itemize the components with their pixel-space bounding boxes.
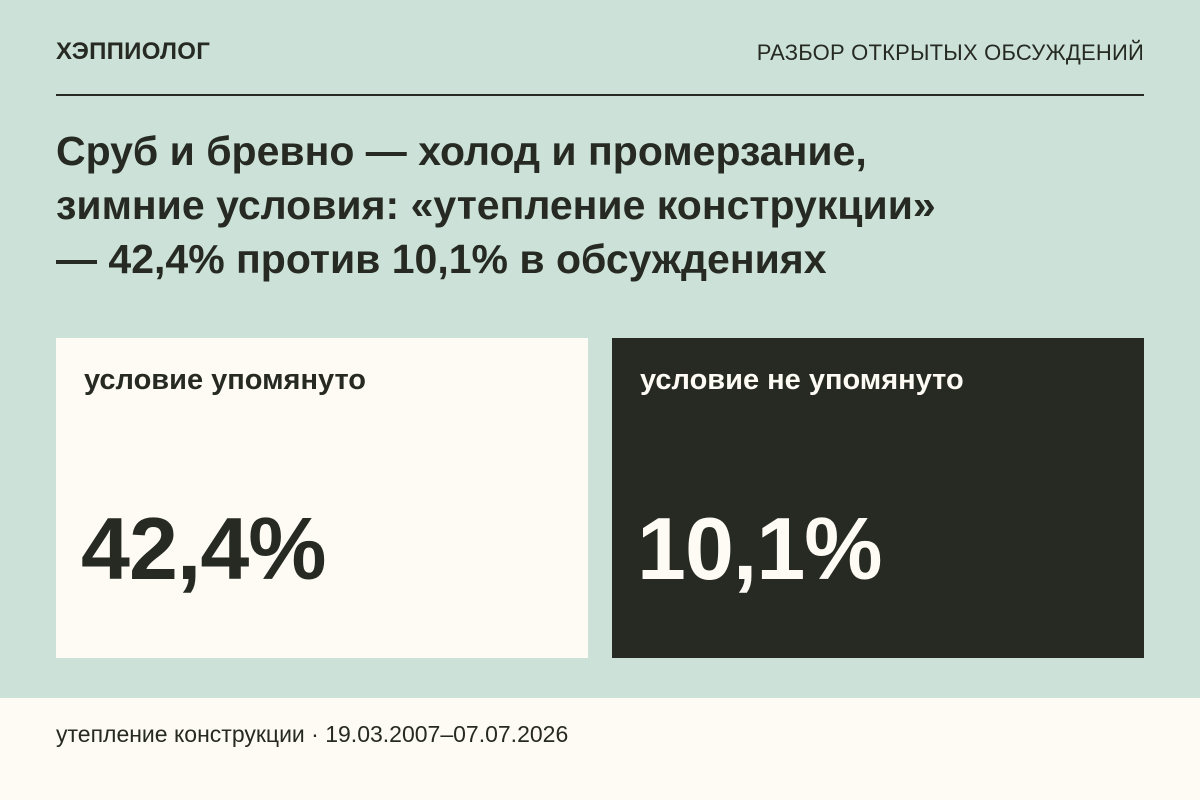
headline: Сруб и бревно — холод и промерзание, зим… — [56, 124, 1144, 286]
stat-label-mentioned: условие упомянуто — [84, 364, 367, 396]
stat-value-not-mentioned: 10,1% — [637, 499, 883, 598]
footer-caption: утепление конструкции · 19.03.2007–07.07… — [56, 721, 569, 747]
headline-line-3: — 42,4% против 10,1% в обсуждениях — [56, 236, 827, 282]
headline-line-1: Сруб и бревно — холод и промерзание, — [56, 128, 867, 174]
brand-logo-text: ХЭППИОЛОГ — [56, 38, 211, 65]
stat-value-mentioned: 42,4% — [81, 499, 327, 598]
section-title: РАЗБОР ОТКРЫТЫХ ОБСУЖДЕНИЙ — [756, 40, 1144, 65]
footer-bar: утепление конструкции · 19.03.2007–07.07… — [0, 698, 1200, 800]
stat-card-not-mentioned: условие не упомянуто 10,1% — [612, 338, 1144, 658]
header-bar: ХЭППИОЛОГ РАЗБОР ОТКРЫТЫХ ОБСУЖДЕНИЙ — [56, 36, 1144, 96]
stat-label-not-mentioned: условие не упомянуто — [640, 364, 964, 396]
stat-card-mentioned: условие упомянуто 42,4% — [56, 338, 588, 658]
headline-line-2: зимние условия: «утепление конструкции» — [56, 182, 936, 228]
